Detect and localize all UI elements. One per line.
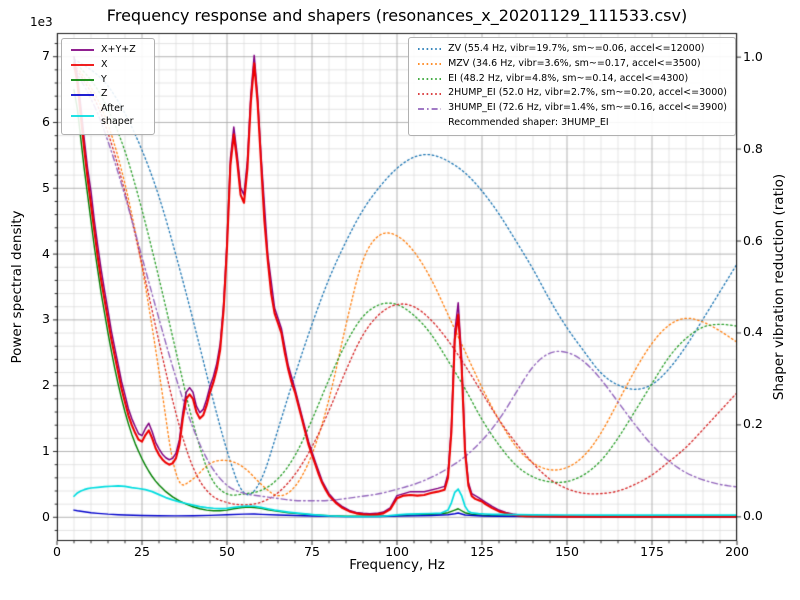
chart-title: Frequency response and shapers (resonanc… (106, 6, 688, 25)
legend-item-psd: Y (70, 74, 146, 87)
legend-item-psd: After shaper (70, 103, 146, 129)
legend-item-psd: Z (70, 88, 146, 101)
legend-item-shaper-label: 2HUMP_EI (52.0 Hz, vibr=2.7%, sm~=0.20, … (448, 87, 727, 99)
y-left-tick-label: 2 (42, 377, 50, 393)
legend-item-shaper-label: MZV (34.6 Hz, vibr=3.6%, sm~=0.17, accel… (448, 57, 701, 69)
legend-line-sample (71, 115, 94, 117)
legend-line-sample (418, 48, 442, 51)
legend-item-shaper: EI (48.2 Hz, vibr=4.8%, sm~=0.14, accel<… (417, 73, 727, 86)
legend-line-sample (71, 93, 94, 96)
legend-item-psd-label: X+Y+Z (101, 44, 136, 55)
legend-line-sample (418, 107, 442, 110)
x-tick-label: 100 (385, 544, 409, 559)
legend-item-psd-label: After shaper (101, 103, 134, 128)
y-left-tick-label: 1 (42, 443, 50, 458)
x-axis-label: Frequency, Hz (349, 557, 445, 573)
y-axis-offset-label: 1e3 (30, 15, 53, 29)
y-left-tick-label: 6 (42, 113, 50, 129)
x-tick-label: 200 (725, 544, 749, 559)
legend-item-shaper: 2HUMP_EI (52.0 Hz, vibr=2.7%, sm~=0.20, … (417, 87, 727, 100)
x-tick-label: 125 (470, 544, 494, 559)
legend-item-psd-label: Z (101, 88, 108, 100)
x-tick-label: 0 (53, 544, 61, 559)
legend-line-sample (71, 49, 94, 52)
x-tick-label: 150 (555, 544, 579, 559)
y-right-tick-label: 0.2 (743, 416, 763, 432)
legend-item-shaper-label: EI (48.2 Hz, vibr=4.8%, sm~=0.14, accel<… (448, 72, 689, 84)
y-axis-right-label: Shaper vibration reduction (ratio) (771, 173, 787, 401)
y-left-tick-label: 4 (42, 245, 50, 261)
legend-line-sample (71, 79, 94, 81)
legend-line-sample (418, 92, 442, 95)
recommended-shaper-text: Recommended shaper: 3HUMP_EI (448, 117, 609, 129)
y-axis-left-label: Power spectral density (9, 210, 25, 364)
legend-item-shaper: MZV (34.6 Hz, vibr=3.6%, sm~=0.17, accel… (417, 58, 727, 71)
x-tick-label: 175 (640, 544, 664, 559)
y-left-tick-label: 0 (42, 508, 50, 524)
y-right-tick-label: 0.4 (743, 324, 763, 340)
legend-line-sample (418, 63, 442, 66)
y-right-tick-label: 1.0 (743, 48, 763, 64)
legend-psd: X+Y+Z X Y Z After shaper (61, 38, 155, 135)
y-right-tick-label: 0.8 (743, 140, 763, 156)
legend-line-sample (418, 78, 442, 80)
y-left-tick-label: 3 (42, 311, 50, 327)
y-left-tick-label: 7 (42, 48, 50, 64)
legend-item-psd: X+Y+Z (70, 44, 146, 57)
x-tick-label: 50 (219, 544, 235, 559)
y-right-tick-label: 0.0 (743, 508, 763, 524)
legend-item-shaper: 3HUMP_EI (72.6 Hz, vibr=1.4%, sm~=0.16, … (417, 102, 727, 115)
y-left-tick-label: 5 (42, 179, 50, 195)
legend-item-psd-label: Y (101, 73, 107, 85)
x-tick-label: 25 (134, 544, 150, 559)
legend-item-psd: X (70, 59, 146, 72)
legend-item-shaper-label: 3HUMP_EI (72.6 Hz, vibr=1.4%, sm~=0.16, … (448, 102, 727, 114)
legend-item-psd-label: X (101, 58, 108, 70)
y-right-tick-label: 0.6 (743, 232, 763, 248)
legend-line-sample (71, 64, 94, 67)
legend-shapers: ZV (55.4 Hz, vibr=19.7%, sm~=0.06, accel… (408, 37, 736, 136)
legend-item-shaper: ZV (55.4 Hz, vibr=19.7%, sm~=0.06, accel… (417, 43, 727, 56)
legend-item-shaper-label: ZV (55.4 Hz, vibr=19.7%, sm~=0.06, accel… (448, 43, 705, 54)
x-tick-label: 75 (304, 544, 320, 559)
